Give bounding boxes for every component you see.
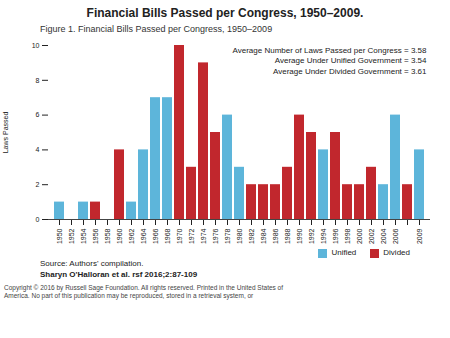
svg-text:1960: 1960 [116, 228, 123, 244]
svg-text:1984: 1984 [260, 228, 267, 244]
svg-text:1956: 1956 [92, 228, 99, 244]
svg-text:1954: 1954 [80, 228, 87, 244]
svg-text:1974: 1974 [200, 228, 207, 244]
html-text:Copyright © 2016 by Russell Sa: Copyright © 2016 by Russell Sage Foundat… [4, 284, 283, 299]
svg-text:1958: 1958 [104, 228, 111, 244]
svg-text:1966: 1966 [152, 228, 159, 244]
svg-text:2006: 2006 [392, 228, 399, 244]
html-text:Sharyn O'Halloran et al. rsf 2: Sharyn O'Halloran et al. rsf 2016;2:87-1… [40, 270, 198, 279]
svg-text:1976: 1976 [212, 228, 219, 244]
svg-text:1982: 1982 [248, 228, 255, 244]
svg-text:1980: 1980 [236, 228, 243, 244]
svg-text:1990: 1990 [296, 228, 303, 244]
html-text:Figure 1. Financial Bills Pass: Figure 1. Financial Bills Passed per Con… [40, 24, 273, 34]
svg-text:2002: 2002 [368, 228, 375, 244]
svg-text:1998: 1998 [344, 228, 351, 244]
svg-text:10: 10 [32, 42, 40, 49]
svg-text:1968: 1968 [164, 228, 171, 244]
svg-text:1986: 1986 [272, 228, 279, 244]
html-text:Source: Authors' compilation.: Source: Authors' compilation. [40, 259, 144, 268]
svg-text:0: 0 [36, 216, 40, 223]
svg-text:2000: 2000 [356, 228, 363, 244]
svg-text:6: 6 [36, 111, 40, 118]
svg-text:1950: 1950 [56, 228, 63, 244]
svg-text:4: 4 [36, 146, 40, 153]
svg-text:2: 2 [36, 181, 40, 188]
svg-text:1952: 1952 [68, 228, 75, 244]
svg-text:1988: 1988 [284, 228, 291, 244]
svg-text:Average Number of Laws Passed: Average Number of Laws Passed per Congre… [233, 46, 428, 76]
svg-text:1962: 1962 [128, 228, 135, 244]
svg-text:1972: 1972 [188, 228, 195, 244]
html-text:Financial Bills Passed per Con: Financial Bills Passed per Congress, 195… [86, 6, 364, 20]
svg-text:2004: 2004 [380, 228, 387, 244]
svg-text:1964: 1964 [140, 228, 147, 244]
svg-text:1992: 1992 [308, 228, 315, 244]
svg-text:1996: 1996 [332, 228, 339, 244]
svg-text:2009: 2009 [416, 228, 423, 244]
svg-text:1978: 1978 [224, 228, 231, 244]
svg-text:Laws Passed: Laws Passed [2, 112, 9, 154]
svg-text:8: 8 [36, 77, 40, 84]
html-text:Divided: Divided [383, 248, 410, 258]
html-text:Unified: Unified [331, 248, 357, 258]
svg-text:1994: 1994 [320, 228, 327, 244]
svg-text:1970: 1970 [176, 228, 183, 244]
